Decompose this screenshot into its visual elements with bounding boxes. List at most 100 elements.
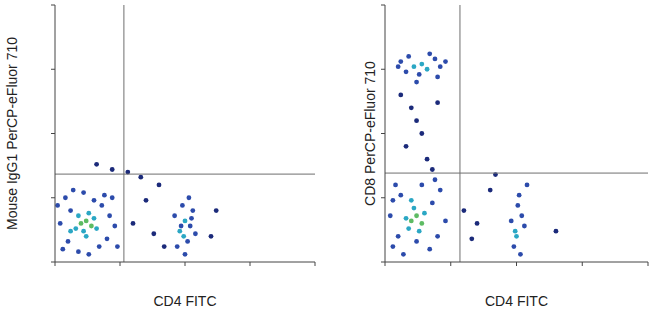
- event-point: [409, 105, 414, 110]
- event-point: [414, 80, 419, 85]
- x-tick: [55, 262, 56, 266]
- event-point: [180, 203, 185, 208]
- event-point: [188, 224, 193, 229]
- y-axis-label: CD8 PerCP-eFluor 710: [362, 61, 378, 206]
- figure: CD4 FITCMouse IgG1 PerCP-eFluor 710CD4 F…: [0, 0, 650, 325]
- x-tick: [120, 262, 121, 266]
- event-point: [525, 183, 530, 188]
- event-point: [433, 57, 438, 62]
- event-point: [433, 177, 438, 182]
- event-point: [427, 247, 432, 252]
- event-point: [438, 188, 443, 193]
- event-point: [409, 198, 414, 203]
- event-point: [412, 206, 417, 211]
- event-point: [99, 203, 104, 208]
- event-point: [58, 221, 63, 226]
- event-point: [430, 167, 435, 172]
- event-point: [172, 213, 177, 218]
- y-tick: [51, 69, 55, 70]
- event-point: [157, 183, 162, 188]
- event-point: [84, 218, 89, 223]
- event-point: [86, 252, 91, 257]
- y-tick: [51, 262, 55, 263]
- x-axis-label: CD4 FITC: [485, 293, 548, 309]
- event-point: [68, 229, 73, 234]
- event-point: [71, 188, 76, 193]
- x-tick: [516, 262, 517, 266]
- x-tick: [450, 262, 451, 266]
- points: [55, 162, 218, 257]
- event-point: [422, 211, 427, 216]
- event-point: [509, 218, 514, 223]
- event-point: [209, 234, 214, 239]
- event-point: [414, 213, 419, 218]
- event-point: [414, 239, 419, 244]
- event-point: [177, 229, 182, 234]
- event-point: [435, 100, 440, 105]
- event-point: [181, 234, 186, 239]
- gate-line: [55, 174, 315, 175]
- event-point: [438, 64, 443, 69]
- event-point: [76, 249, 81, 254]
- event-point: [417, 229, 422, 234]
- event-point: [425, 157, 430, 162]
- x-tick: [185, 262, 186, 266]
- event-point: [462, 208, 467, 213]
- event-point: [404, 144, 409, 149]
- event-point: [398, 193, 403, 198]
- event-point: [515, 203, 520, 208]
- event-point: [115, 244, 120, 249]
- event-point: [189, 216, 194, 221]
- event-point: [406, 226, 411, 231]
- event-point: [514, 234, 519, 239]
- event-point: [81, 190, 86, 195]
- x-tick: [648, 262, 649, 266]
- event-point: [396, 234, 401, 239]
- event-point: [179, 224, 184, 229]
- event-point: [183, 252, 188, 257]
- gate-line: [385, 173, 648, 174]
- y-tick: [51, 197, 55, 198]
- event-point: [66, 239, 71, 244]
- x-axis-label: CD4 FITC: [154, 293, 217, 309]
- event-point: [519, 213, 524, 218]
- event-point: [443, 59, 448, 64]
- event-point: [427, 51, 432, 56]
- event-point: [68, 208, 73, 213]
- event-point: [110, 195, 115, 200]
- event-point: [518, 252, 523, 257]
- event-point: [419, 183, 424, 188]
- event-point: [511, 244, 516, 249]
- event-point: [404, 216, 409, 221]
- event-point: [417, 72, 422, 77]
- event-point: [412, 64, 417, 69]
- y-tick: [381, 133, 385, 134]
- gate-line: [459, 5, 460, 262]
- event-point: [404, 69, 409, 74]
- event-point: [435, 75, 440, 80]
- event-point: [63, 195, 68, 200]
- event-point: [396, 64, 401, 69]
- y-tick: [381, 69, 385, 70]
- event-point: [55, 203, 60, 208]
- event-point: [151, 231, 156, 236]
- event-point: [409, 218, 414, 223]
- event-point: [94, 162, 99, 167]
- event-point: [388, 213, 393, 218]
- plot: CD4 FITC Mouse IgG1 PerCP-eFluor 710: [4, 5, 315, 309]
- event-point: [398, 93, 403, 98]
- event-point: [214, 208, 219, 213]
- event-point: [81, 229, 86, 234]
- event-point: [398, 59, 403, 64]
- y-axis-label: Mouse IgG1 PerCP-eFluor 710: [4, 37, 20, 230]
- y-tick: [381, 262, 385, 263]
- event-point: [60, 247, 65, 252]
- x-tick: [582, 262, 583, 266]
- event-point: [79, 221, 84, 226]
- event-point: [92, 216, 97, 221]
- event-point: [183, 218, 188, 223]
- event-point: [435, 234, 440, 239]
- event-point: [419, 221, 424, 226]
- event-point: [522, 224, 527, 229]
- event-point: [185, 239, 190, 244]
